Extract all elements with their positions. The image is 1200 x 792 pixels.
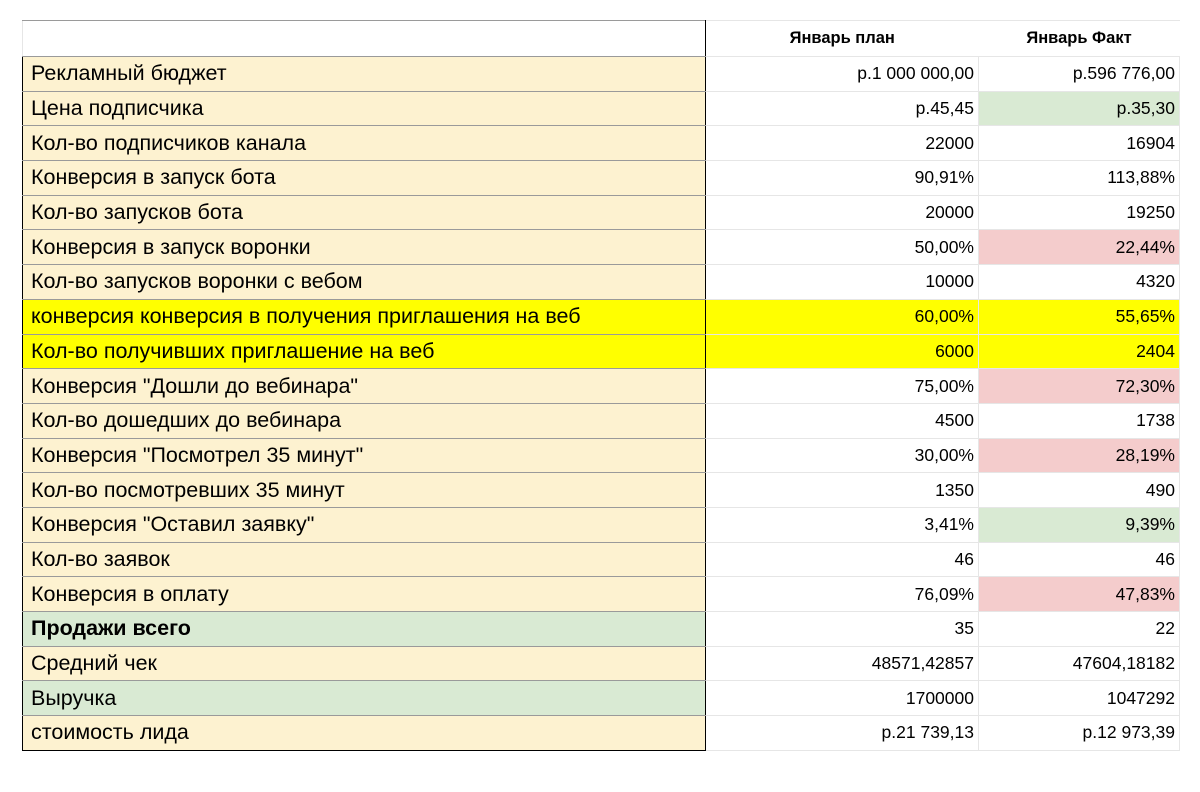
header-fact-cell[interactable]: Январь Факт (978, 20, 1180, 57)
row-label-cell[interactable]: Кол-во заявок (22, 541, 706, 578)
row-label-cell[interactable]: Цена подписчика (22, 90, 706, 127)
header-row: Январь план Январь Факт (22, 20, 1180, 57)
table-row: Кол-во запусков воронки с вебом 10000 4320 (22, 264, 1180, 300)
spreadsheet-body: Январь план Январь Факт Рекламный бюджет… (22, 20, 1180, 751)
row-plan-cell[interactable]: 22000 (705, 125, 979, 162)
row-label-cell[interactable]: Конверсия в запуск бота (22, 160, 706, 196)
spreadsheet-table: Январь план Январь Факт Рекламный бюджет… (22, 20, 1180, 751)
row-label-cell[interactable]: Рекламный бюджет (22, 56, 706, 92)
table-row: Конверсия "Посмотрел 35 минут" 30,00% 28,1… (22, 437, 1180, 474)
row-label-cell[interactable]: Кол-во посмотревших 35 минут (22, 472, 706, 508)
row-plan-cell[interactable]: 20000 (705, 194, 979, 231)
row-label-cell[interactable]: Конверсия "Посмотрел 35 минут" (22, 437, 706, 474)
row-fact-cell[interactable]: р.35,30 (978, 90, 1180, 127)
row-plan-cell[interactable]: 6000 (705, 333, 979, 370)
table-row: Выручка 1700000 1047292 (22, 680, 1180, 717)
row-fact-cell[interactable]: 9,39% (978, 506, 1180, 543)
table-row: Кол-во подписчиков канала 22000 16904 (22, 125, 1180, 162)
row-plan-cell[interactable]: 46 (705, 541, 979, 578)
table-row: Конверсия в запуск бота 90,91% 113,88% (22, 160, 1180, 196)
row-plan-cell[interactable]: 1350 (705, 472, 979, 508)
row-plan-cell[interactable]: 35 (705, 611, 979, 647)
table-row: Рекламный бюджет р.1 000 000,00 р.596 776,… (22, 56, 1180, 92)
row-plan-cell[interactable]: 30,00% (705, 437, 979, 474)
row-fact-cell[interactable]: 28,19% (978, 437, 1180, 474)
row-fact-cell[interactable]: 1738 (978, 402, 1180, 439)
table-row: Кол-во заявок 46 46 (22, 541, 1180, 578)
row-plan-cell[interactable]: 60,00% (705, 298, 979, 335)
row-label-cell[interactable]: Конверсия в оплату (22, 576, 706, 612)
row-label-cell[interactable]: Выручка (22, 680, 706, 717)
row-plan-cell[interactable]: 3,41% (705, 506, 979, 543)
table-row: конверсия конверсия в получения приглаше… (22, 298, 1180, 335)
row-plan-cell[interactable]: р.1 000 000,00 (705, 56, 979, 92)
row-fact-cell[interactable]: 46 (978, 541, 1180, 578)
row-fact-cell[interactable]: 22 (978, 611, 1180, 647)
table-row: Кол-во дошедших до вебинара 4500 1738 (22, 402, 1180, 439)
table-row: Цена подписчика р.45,45 р.35,30 (22, 90, 1180, 127)
table-row: Кол-во посмотревших 35 минут 1350 490 (22, 472, 1180, 508)
row-label-cell[interactable]: конверсия конверсия в получения приглаше… (22, 298, 706, 335)
table-row: Конверсия "Оставил заявку" 3,41% 9,39% (22, 506, 1180, 543)
row-plan-cell[interactable]: 50,00% (705, 229, 979, 266)
table-row: Конверсия в запуск воронки 50,00% 22,44% (22, 229, 1180, 266)
row-plan-cell[interactable]: 48571,42857 (705, 645, 979, 682)
row-label-cell[interactable]: Кол-во подписчиков канала (22, 125, 706, 162)
row-fact-cell[interactable]: 4320 (978, 264, 1180, 300)
row-plan-cell[interactable]: 1700000 (705, 680, 979, 717)
row-fact-cell[interactable]: р.596 776,00 (978, 56, 1180, 92)
row-fact-cell[interactable]: 72,30% (978, 368, 1180, 404)
header-plan-cell[interactable]: Январь план (705, 20, 979, 57)
row-label-cell[interactable]: Кол-во дошедших до вебинара (22, 402, 706, 439)
row-fact-cell[interactable]: р.12 973,39 (978, 715, 1180, 751)
row-label-cell[interactable]: Кол-во запусков воронки с вебом (22, 264, 706, 300)
row-fact-cell[interactable]: 55,65% (978, 298, 1180, 335)
row-plan-cell[interactable]: 10000 (705, 264, 979, 300)
row-label-cell[interactable]: Средний чек (22, 645, 706, 682)
row-fact-cell[interactable]: 47,83% (978, 576, 1180, 612)
row-label-cell[interactable]: Продажи всего (22, 611, 706, 647)
row-fact-cell[interactable]: 490 (978, 472, 1180, 508)
row-fact-cell[interactable]: 2404 (978, 333, 1180, 370)
row-label-cell[interactable]: стоимость лида (22, 715, 706, 751)
row-fact-cell[interactable]: 19250 (978, 194, 1180, 231)
row-plan-cell[interactable]: 4500 (705, 402, 979, 439)
row-plan-cell[interactable]: 75,00% (705, 368, 979, 404)
table-row: Кол-во запусков бота 20000 19250 (22, 194, 1180, 231)
row-label-cell[interactable]: Конверсия "Дошли до вебинара" (22, 368, 706, 404)
row-plan-cell[interactable]: р.21 739,13 (705, 715, 979, 751)
table-row: Кол-во получивших приглашение на веб 6000… (22, 333, 1180, 370)
table-row: Средний чек 48571,42857 47604,18182 (22, 645, 1180, 682)
row-fact-cell[interactable]: 22,44% (978, 229, 1180, 266)
table-row: Конверсия в оплату 76,09% 47,83% (22, 576, 1180, 612)
row-label-cell[interactable]: Конверсия "Оставил заявку" (22, 506, 706, 543)
table-row: Конверсия "Дошли до вебинара" 75,00% 72,30… (22, 368, 1180, 404)
row-fact-cell[interactable]: 16904 (978, 125, 1180, 162)
row-label-cell[interactable]: Кол-во получивших приглашение на веб (22, 333, 706, 370)
table-row: Продажи всего 35 22 (22, 611, 1180, 647)
row-label-cell[interactable]: Конверсия в запуск воронки (22, 229, 706, 266)
row-plan-cell[interactable]: 76,09% (705, 576, 979, 612)
row-fact-cell[interactable]: 47604,18182 (978, 645, 1180, 682)
header-label-cell[interactable] (22, 20, 706, 57)
table-row: стоимость лида р.21 739,13 р.12 973,39 (22, 715, 1180, 751)
row-fact-cell[interactable]: 1047292 (978, 680, 1180, 717)
row-plan-cell[interactable]: р.45,45 (705, 90, 979, 127)
row-plan-cell[interactable]: 90,91% (705, 160, 979, 196)
row-fact-cell[interactable]: 113,88% (978, 160, 1180, 196)
row-label-cell[interactable]: Кол-во запусков бота (22, 194, 706, 231)
